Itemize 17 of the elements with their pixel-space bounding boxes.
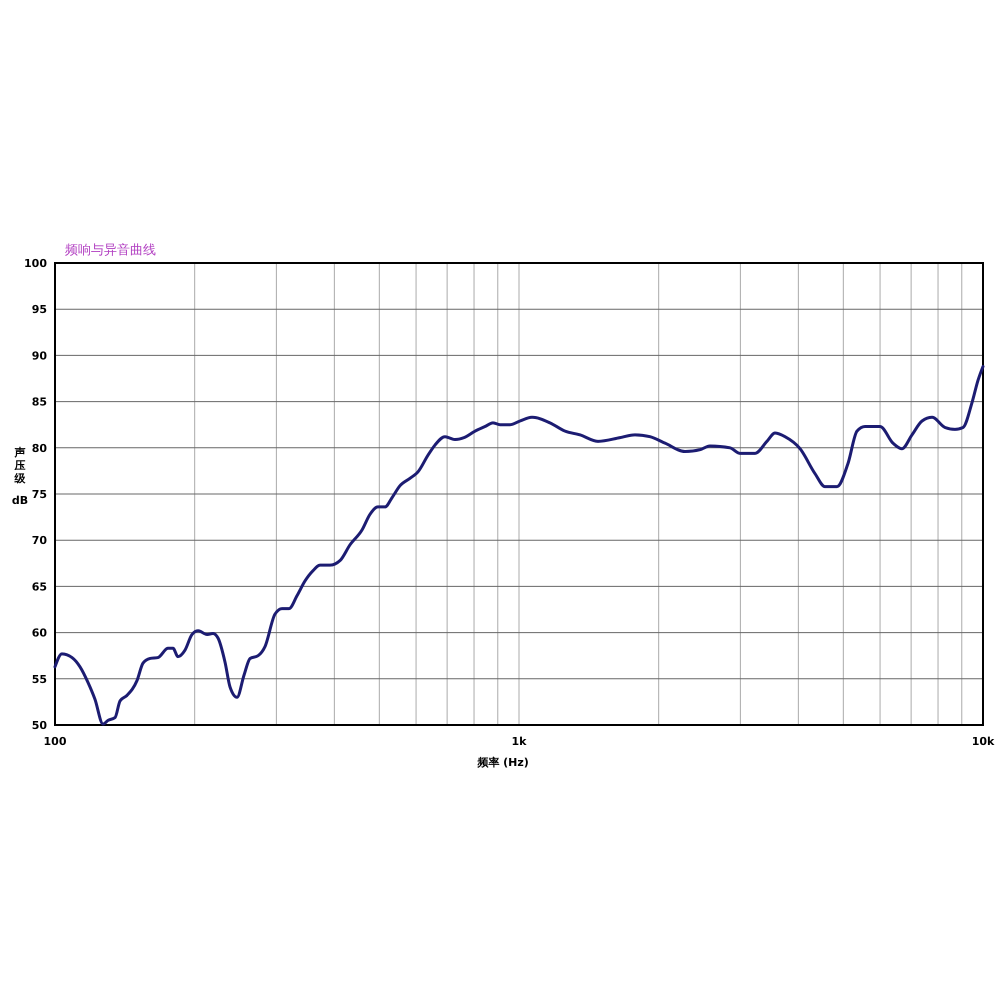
- y-tick-label: 90: [32, 349, 48, 362]
- y-tick-label: 55: [32, 672, 47, 686]
- y-tick-label: 85: [32, 396, 47, 409]
- chart-title: 频响与异音曲线: [65, 243, 156, 258]
- y-tick-label: 65: [32, 580, 47, 594]
- y-tick-label: 60: [32, 626, 48, 640]
- y-tick-label: 70: [32, 534, 48, 548]
- y-tick-label: 95: [32, 303, 47, 316]
- y-tick-label: 75: [32, 488, 47, 501]
- y-tick-label: 80: [32, 442, 48, 455]
- x-axis-title: 频率 (Hz): [476, 756, 529, 769]
- x-tick-label: 10k: [972, 735, 995, 748]
- x-tick-label: 1k: [512, 735, 528, 748]
- y-tick-label: 100: [24, 257, 48, 270]
- y-tick-label: 50: [32, 719, 48, 732]
- y-axis-title: 声压级 dB: [12, 446, 28, 507]
- x-tick-label: 100: [44, 735, 67, 748]
